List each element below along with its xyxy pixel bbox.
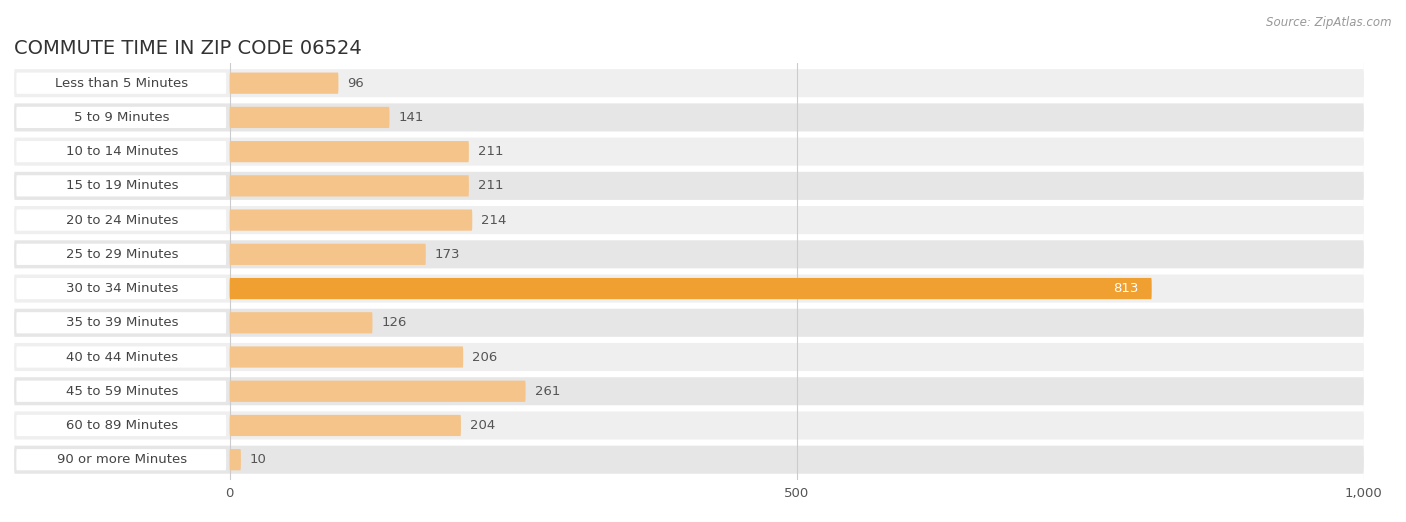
FancyBboxPatch shape <box>14 138 1364 165</box>
FancyBboxPatch shape <box>14 446 1364 474</box>
FancyBboxPatch shape <box>14 206 1364 234</box>
Text: COMMUTE TIME IN ZIP CODE 06524: COMMUTE TIME IN ZIP CODE 06524 <box>14 39 361 57</box>
Text: 10: 10 <box>250 453 267 466</box>
Text: 206: 206 <box>472 350 498 363</box>
Text: 35 to 39 Minutes: 35 to 39 Minutes <box>66 316 179 329</box>
FancyBboxPatch shape <box>17 278 226 299</box>
FancyBboxPatch shape <box>17 175 226 196</box>
Text: 15 to 19 Minutes: 15 to 19 Minutes <box>66 180 179 193</box>
FancyBboxPatch shape <box>229 312 373 334</box>
FancyBboxPatch shape <box>14 275 1364 303</box>
Text: 173: 173 <box>434 248 460 261</box>
FancyBboxPatch shape <box>229 415 461 436</box>
FancyBboxPatch shape <box>229 347 463 367</box>
Text: Source: ZipAtlas.com: Source: ZipAtlas.com <box>1267 16 1392 29</box>
FancyBboxPatch shape <box>229 449 240 470</box>
Text: 45 to 59 Minutes: 45 to 59 Minutes <box>66 385 179 398</box>
Text: 90 or more Minutes: 90 or more Minutes <box>56 453 187 466</box>
Text: 204: 204 <box>470 419 495 432</box>
FancyBboxPatch shape <box>17 73 226 94</box>
Text: 96: 96 <box>347 77 364 90</box>
FancyBboxPatch shape <box>17 347 226 367</box>
FancyBboxPatch shape <box>14 69 1364 97</box>
FancyBboxPatch shape <box>229 175 468 196</box>
FancyBboxPatch shape <box>14 172 1364 200</box>
Text: 126: 126 <box>381 316 406 329</box>
FancyBboxPatch shape <box>229 209 472 231</box>
FancyBboxPatch shape <box>17 312 226 334</box>
Text: 20 to 24 Minutes: 20 to 24 Minutes <box>66 213 179 227</box>
FancyBboxPatch shape <box>14 309 1364 337</box>
FancyBboxPatch shape <box>14 240 1364 268</box>
Text: 40 to 44 Minutes: 40 to 44 Minutes <box>66 350 179 363</box>
Text: 261: 261 <box>534 385 560 398</box>
FancyBboxPatch shape <box>17 141 226 162</box>
Text: 141: 141 <box>398 111 425 124</box>
FancyBboxPatch shape <box>229 381 526 402</box>
Text: 214: 214 <box>481 213 506 227</box>
FancyBboxPatch shape <box>14 343 1364 371</box>
Text: 10 to 14 Minutes: 10 to 14 Minutes <box>66 145 179 158</box>
Text: 30 to 34 Minutes: 30 to 34 Minutes <box>66 282 179 295</box>
Text: Less than 5 Minutes: Less than 5 Minutes <box>55 77 188 90</box>
FancyBboxPatch shape <box>229 107 389 128</box>
FancyBboxPatch shape <box>14 411 1364 440</box>
Text: 211: 211 <box>478 180 503 193</box>
FancyBboxPatch shape <box>17 244 226 265</box>
Text: 25 to 29 Minutes: 25 to 29 Minutes <box>66 248 179 261</box>
FancyBboxPatch shape <box>14 103 1364 132</box>
FancyBboxPatch shape <box>17 415 226 436</box>
FancyBboxPatch shape <box>229 73 339 94</box>
FancyBboxPatch shape <box>17 107 226 128</box>
FancyBboxPatch shape <box>229 141 468 162</box>
FancyBboxPatch shape <box>229 244 426 265</box>
FancyBboxPatch shape <box>229 278 1152 299</box>
Text: 211: 211 <box>478 145 503 158</box>
Text: 60 to 89 Minutes: 60 to 89 Minutes <box>66 419 179 432</box>
FancyBboxPatch shape <box>17 381 226 402</box>
FancyBboxPatch shape <box>14 377 1364 405</box>
FancyBboxPatch shape <box>17 449 226 470</box>
FancyBboxPatch shape <box>17 209 226 231</box>
Text: 813: 813 <box>1112 282 1137 295</box>
Text: 5 to 9 Minutes: 5 to 9 Minutes <box>75 111 170 124</box>
